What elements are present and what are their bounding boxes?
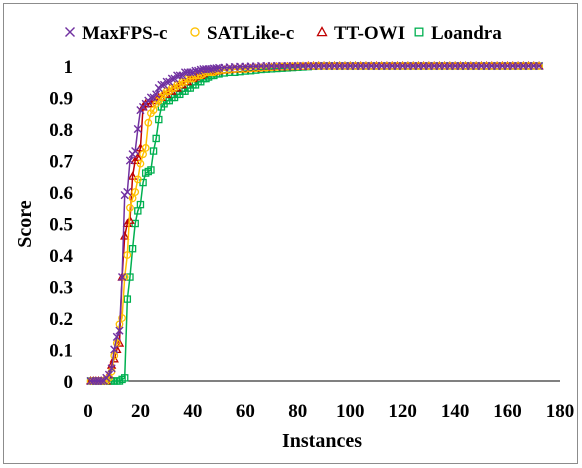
x-tick-label: 40 xyxy=(183,401,202,422)
y-tick-label: 0.7 xyxy=(49,152,73,173)
data-point xyxy=(191,71,200,80)
series-tt-owi xyxy=(85,61,544,385)
x-tick-label: 100 xyxy=(336,401,365,422)
data-point xyxy=(152,134,160,143)
x-axis-ticks: 0 20 40 60 80 100 120 140 160 180 xyxy=(83,401,574,422)
series-maxfps-c xyxy=(86,61,544,386)
data-point xyxy=(146,93,156,102)
legend-label: Loandra xyxy=(431,23,502,44)
data-point xyxy=(534,61,544,71)
data-point xyxy=(147,166,155,174)
x-tick-label: 20 xyxy=(131,401,150,422)
legend-marker xyxy=(65,27,75,37)
y-tick-label: 0.8 xyxy=(49,120,73,141)
series-line xyxy=(90,65,540,382)
y-axis-title: Score xyxy=(14,200,36,248)
x-tick-label: 80 xyxy=(288,401,307,422)
data-point xyxy=(117,272,127,282)
data-point xyxy=(127,171,138,180)
x-tick-label: 180 xyxy=(546,401,575,422)
data-point xyxy=(97,376,106,386)
data-point xyxy=(136,200,145,209)
data-point xyxy=(121,374,129,382)
data-point xyxy=(149,106,158,114)
legend-item: MaxFPS-c xyxy=(65,23,167,44)
data-point xyxy=(149,147,158,155)
data-point xyxy=(128,244,137,253)
data-point xyxy=(123,295,132,303)
series-line xyxy=(90,65,540,382)
y-tick-label: 0.4 xyxy=(49,246,73,267)
legend-marker xyxy=(316,26,328,37)
series-layer xyxy=(85,61,544,386)
x-axis-title: Instances xyxy=(282,430,362,452)
y-tick-label: 0.9 xyxy=(49,89,73,110)
data-point xyxy=(272,63,281,71)
data-point xyxy=(131,146,140,156)
data-point xyxy=(186,68,195,77)
legend-marker xyxy=(414,27,424,37)
data-point xyxy=(131,188,140,196)
y-tick-label: 0.2 xyxy=(49,309,73,330)
data-point xyxy=(118,314,126,322)
data-point xyxy=(144,118,153,127)
data-point xyxy=(162,77,171,86)
data-point xyxy=(157,80,166,89)
data-point xyxy=(155,115,163,124)
data-point xyxy=(123,251,132,259)
x-tick-label: 140 xyxy=(441,401,470,422)
legend-label: MaxFPS-c xyxy=(82,23,167,44)
legend-label: SATLike-c xyxy=(207,23,294,44)
y-tick-label: 0 xyxy=(64,372,74,393)
series-loandra xyxy=(86,62,543,385)
data-point xyxy=(141,144,150,152)
series-line xyxy=(90,65,540,382)
x-tick-label: 60 xyxy=(236,401,255,422)
data-point xyxy=(133,124,142,134)
data-point xyxy=(128,194,137,203)
legend-item: TT-OWI xyxy=(316,23,405,44)
data-point xyxy=(125,215,135,224)
data-point xyxy=(133,175,142,184)
legend-item: Loandra xyxy=(414,23,502,44)
data-point xyxy=(136,159,145,168)
data-point xyxy=(110,345,119,354)
data-point xyxy=(152,90,161,99)
data-point xyxy=(123,187,132,197)
x-tick-label: 0 xyxy=(83,401,93,422)
chart-frame xyxy=(3,3,578,464)
legend-marker xyxy=(190,27,200,37)
legend-item: SATLike-c xyxy=(190,23,294,44)
data-point xyxy=(126,203,134,212)
data-point xyxy=(167,74,177,83)
data-point xyxy=(139,150,147,159)
legend-label: TT-OWI xyxy=(334,23,405,44)
data-point xyxy=(104,370,114,379)
series-line xyxy=(90,65,540,382)
data-point xyxy=(212,64,221,73)
data-point xyxy=(125,156,135,165)
data-point xyxy=(126,273,134,281)
legend: MaxFPS-c SATLike-c TT-OWI Loandra xyxy=(65,23,502,44)
data-point xyxy=(194,66,203,75)
data-point xyxy=(112,332,121,341)
y-tick-label: 0.6 xyxy=(49,183,73,204)
x-tick-label: 160 xyxy=(493,401,522,422)
series-satlike-c xyxy=(86,62,543,385)
data-point xyxy=(175,71,184,80)
y-axis-ticks: 0 0.1 0.2 0.3 0.4 0.5 0.6 0.7 0.8 0.9 1 xyxy=(49,57,73,393)
x-tick-label: 120 xyxy=(388,401,417,422)
data-point xyxy=(114,338,125,347)
data-point xyxy=(115,326,124,335)
y-tick-label: 1 xyxy=(64,57,74,78)
y-tick-label: 0.1 xyxy=(49,341,73,362)
y-tick-label: 0.3 xyxy=(49,278,73,299)
data-point xyxy=(107,364,116,373)
y-tick-label: 0.5 xyxy=(49,215,73,236)
